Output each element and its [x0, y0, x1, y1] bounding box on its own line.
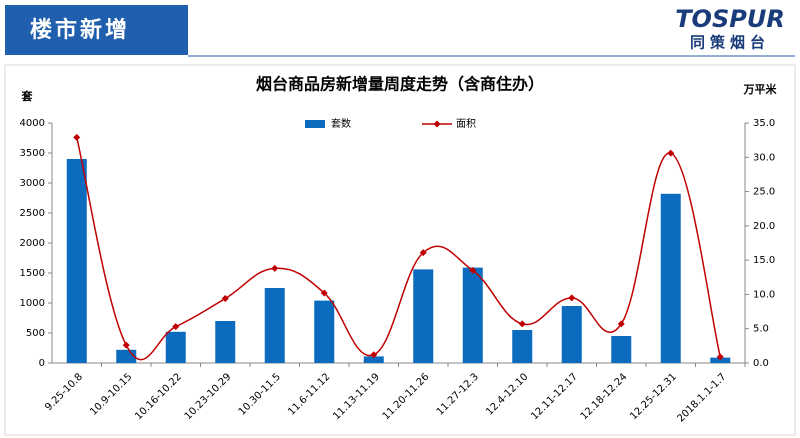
bar: [462, 267, 483, 363]
y2-tick-label: 0.0: [753, 358, 769, 369]
y2-tick-label: 20.0: [753, 221, 775, 232]
line-marker: [617, 320, 625, 328]
bar: [611, 336, 632, 363]
line-marker: [122, 341, 130, 349]
bar: [264, 288, 285, 363]
bar: [413, 269, 434, 363]
line-marker: [370, 351, 378, 359]
line: [76, 137, 721, 361]
y-tick-label: 3500: [20, 148, 45, 159]
y-tick-label: 500: [26, 328, 45, 339]
header-title: 楼市新增: [30, 17, 130, 43]
line-marker: [172, 323, 180, 331]
y-axis-label: 套: [22, 89, 34, 103]
y2-tick-label: 25.0: [753, 187, 775, 198]
y2-tick-label: 30.0: [753, 152, 775, 163]
y2-tick-label: 15.0: [753, 255, 775, 266]
bar: [363, 356, 384, 363]
line-marker: [568, 294, 576, 302]
y2-tick-label: 10.0: [753, 289, 775, 300]
logo-name: 同策烟台: [690, 34, 770, 52]
y2-tick-label: 35.0: [753, 118, 775, 129]
line-marker: [667, 149, 675, 157]
y-tick-label: 2500: [20, 208, 45, 219]
legend-swatch: [305, 120, 325, 128]
line-marker: [271, 264, 279, 272]
line-marker: [419, 249, 427, 257]
bar: [561, 306, 582, 363]
header-box: [5, 5, 188, 55]
bar: [512, 330, 533, 363]
bar: [165, 331, 186, 363]
line-marker: [320, 289, 328, 297]
chart-title: 烟台商品房新增量周度走势（含商住办）: [256, 75, 544, 94]
line-marker: [73, 133, 81, 141]
bar: [215, 321, 236, 363]
line-marker: [221, 295, 229, 303]
line-marker: [716, 353, 724, 361]
legend-label: 套数: [331, 117, 351, 130]
y-tick-label: 1000: [20, 298, 45, 309]
bar: [660, 193, 681, 363]
y2-axis-label: 万平米: [743, 82, 778, 96]
line-marker: [469, 266, 477, 274]
logo-brand: TOSPUR: [675, 5, 785, 33]
y-tick-label: 0: [39, 358, 45, 369]
legend-label: 面积: [456, 118, 476, 130]
y2-tick-label: 5.0: [753, 324, 769, 335]
y-tick-label: 4000: [20, 118, 45, 129]
y-tick-label: 3000: [20, 178, 45, 189]
y-tick-label: 1500: [20, 268, 45, 279]
legend-marker: [433, 120, 441, 128]
bar: [66, 159, 87, 363]
line-marker: [518, 320, 526, 328]
y-tick-label: 2000: [20, 238, 45, 249]
bar: [314, 300, 335, 363]
